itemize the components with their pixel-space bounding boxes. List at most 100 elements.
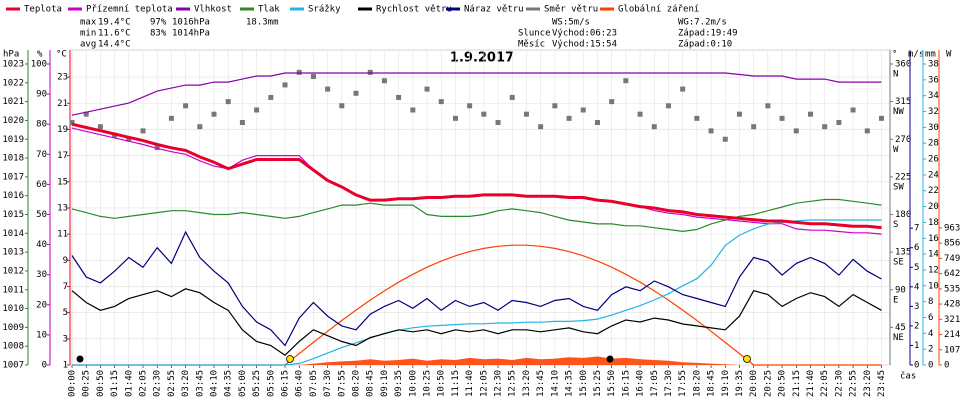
x-tick-label: 10:50	[437, 370, 447, 397]
direction-point	[779, 115, 785, 121]
direction-point	[509, 94, 515, 100]
direction-point	[609, 99, 615, 105]
y-tick-label: 45	[895, 323, 906, 333]
y-tick-label: 26	[928, 155, 939, 165]
legend-label: Rychlost větru	[376, 5, 452, 15]
stat-label: min	[80, 29, 96, 39]
compass-label: S	[893, 220, 898, 230]
direction-point	[211, 111, 217, 117]
x-tick-label: 12:05	[479, 370, 489, 397]
direction-point	[452, 115, 458, 121]
series-line	[71, 288, 882, 356]
direction-point	[523, 111, 529, 117]
x-tick-label: 02:05	[139, 370, 149, 397]
x-tick-label: 08:45	[366, 370, 376, 397]
sunset-icon	[743, 355, 751, 363]
x-tick-label: 21:15	[792, 370, 802, 397]
y-tick-label: 15	[57, 177, 68, 187]
info-value: Západ:19:49	[678, 29, 738, 39]
y-tick-label: 8	[928, 297, 933, 307]
legend-label: Srážky	[308, 5, 341, 15]
sunrise-icon	[286, 355, 294, 363]
x-tick-label: 17:55	[678, 370, 688, 397]
stat-value: 1016hPa	[172, 18, 210, 28]
x-tick-label: 14:10	[550, 370, 560, 397]
x-tick-label: 07:30	[323, 370, 333, 397]
y-tick-label: 21	[57, 99, 68, 109]
y-tick-label: 17	[57, 151, 68, 161]
y-tick-label: 1015	[2, 210, 24, 220]
direction-point	[807, 111, 813, 117]
info-value: WS:5m/s	[552, 18, 590, 28]
direction-point	[594, 120, 600, 126]
compass-label: NE	[893, 333, 904, 343]
y-tick-label: 360	[895, 60, 911, 70]
y-tick-label: 1011	[2, 285, 24, 295]
y-tick-label: 1012	[2, 266, 24, 276]
y-tick-label: 34	[928, 91, 939, 101]
y-tick-label: 1010	[2, 304, 24, 314]
y-tick-label: 180	[895, 210, 911, 220]
y-tick-label: 428	[944, 300, 960, 310]
x-tick-label: 23:20	[863, 370, 873, 397]
direction-point	[552, 103, 558, 109]
x-tick-label: 18:20	[692, 370, 702, 397]
y-tick-label: 107	[944, 345, 960, 355]
compass-label: SE	[893, 258, 904, 268]
x-tick-label: 22:05	[820, 370, 830, 397]
x-tick-label: 01:40	[124, 370, 134, 397]
y-tick-label: 12	[928, 265, 939, 275]
y-tick-label: 2	[914, 321, 919, 331]
direction-point	[310, 74, 316, 80]
y-tick-label: 4	[914, 282, 919, 292]
direction-point	[97, 124, 103, 130]
y-tick-label: 40	[36, 240, 47, 250]
y-tick-label: 963	[944, 223, 960, 233]
series-line	[72, 219, 882, 366]
y-tick-label: 50	[36, 210, 47, 220]
y-tick-label: 3	[914, 302, 919, 312]
y-tick-label: 642	[944, 269, 960, 279]
compass-label: SW	[893, 182, 904, 192]
legend-label: Vlhkost	[194, 5, 232, 15]
moonrise-icon	[606, 355, 614, 363]
direction-point	[467, 103, 473, 109]
stat-value: 14.4°C	[98, 40, 131, 50]
direction-point	[239, 120, 245, 126]
direction-point	[793, 128, 799, 134]
y-tick-label: 38	[928, 60, 939, 70]
x-tick-label: 04:10	[210, 370, 220, 397]
y-tick-label: 1022	[2, 78, 24, 88]
info-value: Západ:0:10	[678, 40, 732, 50]
y-tick-label: 0	[42, 361, 47, 371]
direction-point	[183, 103, 189, 109]
y-tick-label: 1017	[2, 172, 24, 182]
compass-label: W	[893, 145, 899, 155]
direction-point	[339, 103, 345, 109]
direction-point	[140, 128, 146, 134]
y-tick-label: 28	[928, 139, 939, 149]
compass-label: N	[893, 70, 898, 80]
y-tick-label: 13	[57, 203, 68, 213]
y-tick-label: 70	[36, 150, 47, 160]
legend-label: Tlak	[258, 5, 280, 15]
y-tick-label: 9	[63, 256, 68, 266]
axis-unit-label: %	[37, 50, 43, 60]
direction-point	[751, 124, 757, 130]
y-tick-label: 1020	[2, 116, 24, 126]
x-tick-label: 03:20	[181, 370, 191, 397]
x-tick-label: 10:00	[408, 370, 418, 397]
direction-point	[154, 145, 160, 151]
direction-point	[410, 107, 416, 113]
x-tick-label: 04:35	[224, 370, 234, 397]
x-tick-label: 20:25	[763, 370, 773, 397]
axis-unit-label: W	[946, 50, 952, 60]
axis-unit-label: °	[892, 50, 897, 60]
y-tick-label: 100	[31, 60, 47, 70]
direction-point	[580, 107, 586, 113]
y-tick-label: 0	[914, 361, 919, 371]
direction-point	[126, 136, 132, 142]
x-tick-label: 19:10	[721, 370, 731, 397]
x-tick-label: 06:40	[295, 370, 305, 397]
direction-point	[665, 103, 671, 109]
